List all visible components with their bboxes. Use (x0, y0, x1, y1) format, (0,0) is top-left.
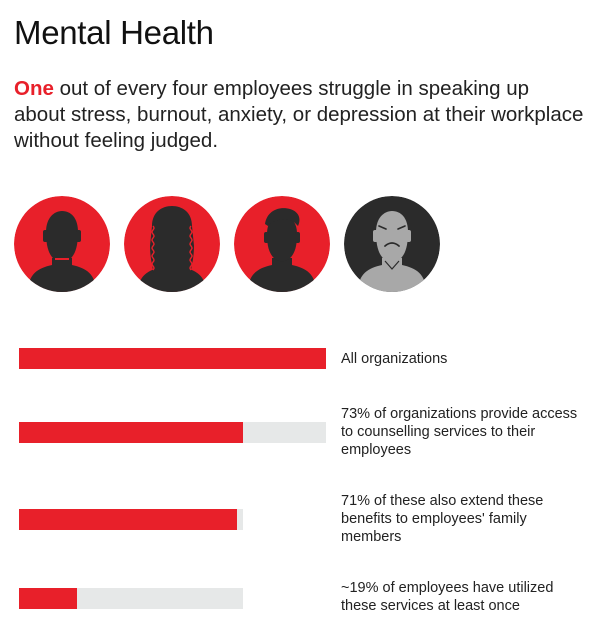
bar-track (19, 509, 243, 530)
person-icon (14, 196, 110, 292)
intro-text: One out of every four employees struggle… (14, 76, 584, 154)
avatar-row (14, 196, 440, 292)
bar-fill (19, 588, 77, 609)
intro-rest: out of every four employees struggle in … (14, 77, 584, 152)
intro-accent: One (14, 77, 54, 100)
bar-label: ~19% of employees have utilized these se… (341, 580, 554, 614)
bar-fill (19, 422, 243, 443)
bar-label: 71% of these also extend these benefits … (341, 493, 544, 545)
sad-person-icon (344, 196, 440, 292)
bar-fill (19, 348, 326, 369)
bar-label: All organizations (341, 351, 448, 367)
bar-track (19, 348, 326, 369)
bar-label: 73% of organizations provide access to c… (341, 406, 578, 458)
page-title: Mental Health (14, 14, 214, 51)
bar-track (19, 422, 326, 443)
bar-track (19, 588, 243, 609)
person-icon (234, 196, 330, 292)
person-long-hair-icon (124, 196, 220, 292)
bar-fill (19, 509, 237, 530)
